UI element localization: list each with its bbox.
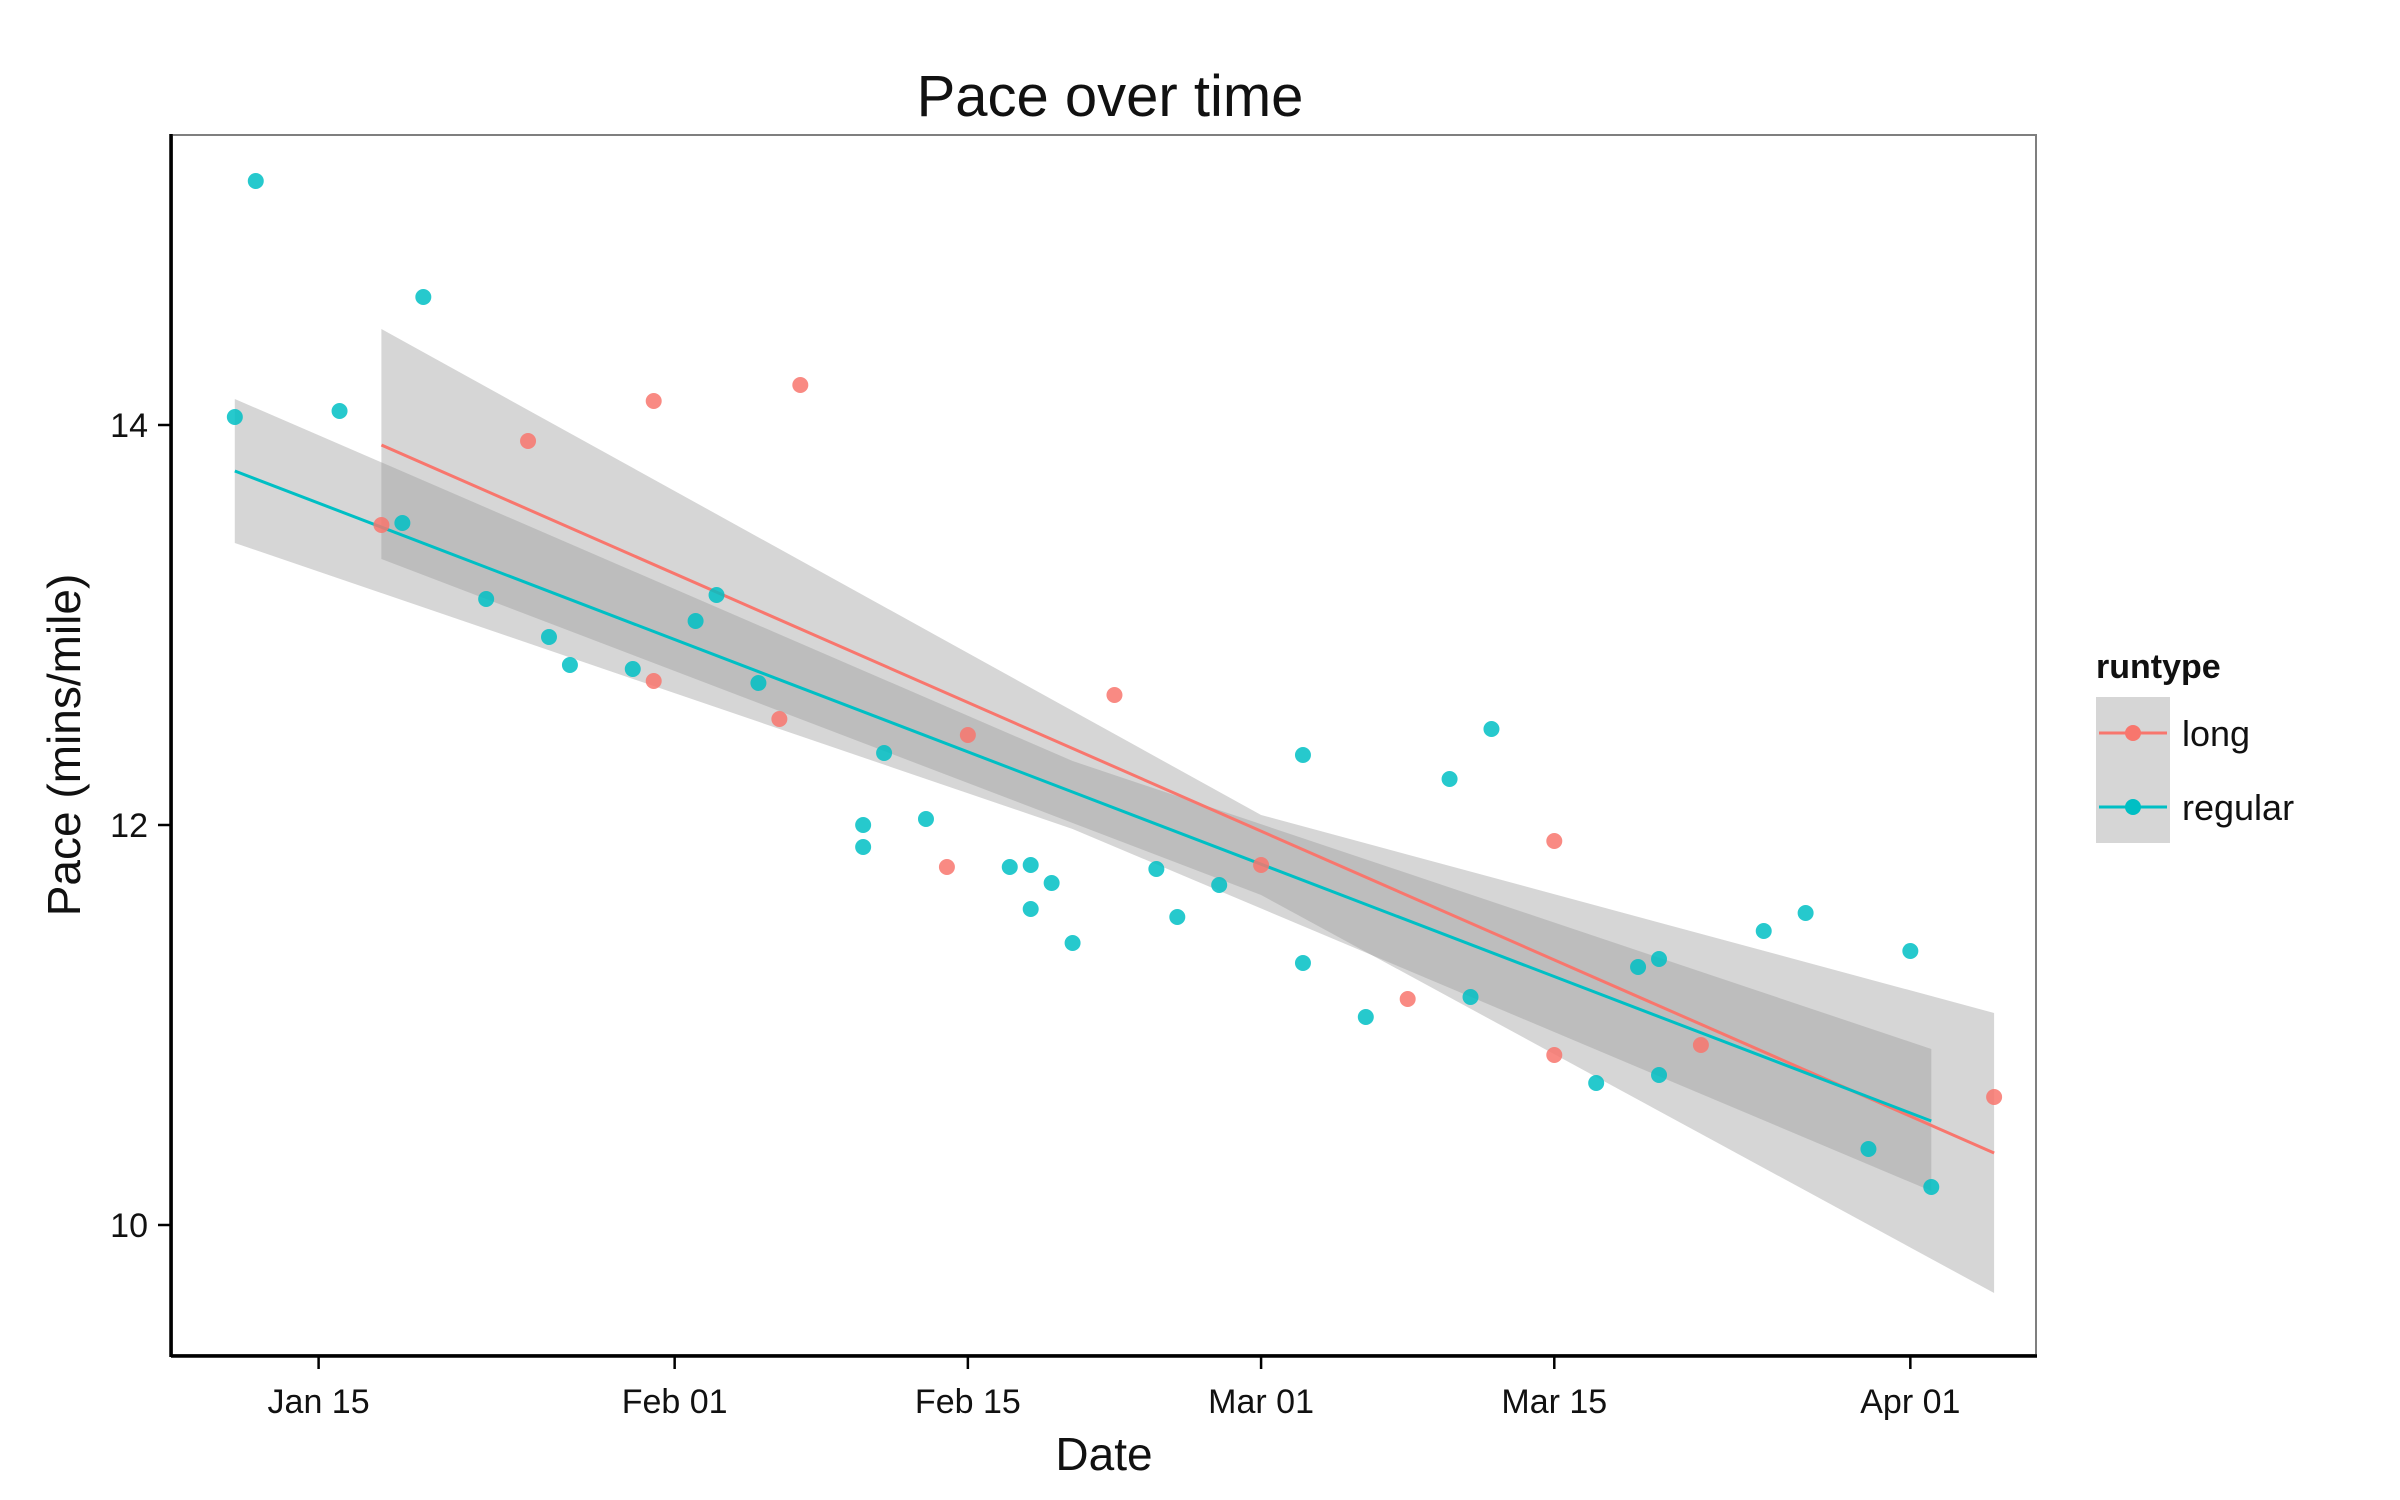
- trend-lines: [234, 443, 1995, 1155]
- y-tick-label: 14: [110, 407, 148, 445]
- data-point-regular: [394, 515, 411, 531]
- y-axis-ticks: 10 12 14: [110, 407, 171, 1245]
- data-point-long: [938, 859, 955, 875]
- data-point-regular: [1294, 747, 1311, 763]
- data-point-regular: [624, 661, 641, 677]
- legend-key-point-regular: [2125, 799, 2141, 815]
- data-point-long: [959, 727, 976, 743]
- data-point-regular: [917, 811, 934, 827]
- data-point-long: [771, 711, 788, 727]
- trend-line-long: [380, 443, 1995, 1155]
- data-point-regular: [687, 613, 704, 629]
- data-point-regular: [1902, 943, 1919, 959]
- x-tick-label: Feb 01: [622, 1383, 728, 1421]
- data-point-regular: [1483, 721, 1500, 737]
- data-point-regular: [561, 657, 578, 673]
- data-point-regular: [1462, 989, 1479, 1005]
- legend-label-long: long: [2182, 713, 2250, 754]
- trend-line-regular: [234, 469, 1932, 1123]
- legend-items: long regular: [2096, 697, 2294, 843]
- data-point-regular: [540, 629, 557, 645]
- data-point-regular: [1022, 901, 1039, 917]
- data-point-long: [1546, 833, 1563, 849]
- legend: runtype long regular: [2096, 648, 2294, 843]
- x-tick-label: Jan 15: [268, 1383, 370, 1421]
- data-point-long: [520, 433, 537, 449]
- data-point-regular: [708, 587, 725, 603]
- x-tick-label: Mar 01: [1208, 1383, 1314, 1421]
- data-point-long: [1399, 991, 1416, 1007]
- data-point-regular: [1148, 861, 1165, 877]
- data-point-long: [1106, 687, 1123, 703]
- data-point-regular: [1797, 905, 1814, 921]
- legend-title: runtype: [2096, 648, 2221, 686]
- data-point-regular: [247, 173, 264, 189]
- confidence-band-long: [381, 329, 1995, 1293]
- data-point-regular: [1169, 909, 1186, 925]
- data-point-regular: [1043, 875, 1060, 891]
- data-points: [226, 173, 2003, 1195]
- data-point-regular: [1630, 959, 1647, 975]
- data-point-long: [1253, 857, 1270, 873]
- data-point-regular: [478, 591, 495, 607]
- data-point-regular: [415, 289, 432, 305]
- y-axis-title: Pace (mins/mile): [38, 574, 90, 917]
- data-point-regular: [1588, 1075, 1605, 1091]
- data-point-regular: [1441, 771, 1458, 787]
- data-point-regular: [750, 675, 767, 691]
- x-axis-ticks: Jan 15 Feb 01 Feb 15 Mar 01 Mar 15 Apr 01: [268, 1356, 1960, 1421]
- data-point-regular: [1001, 859, 1018, 875]
- data-point-regular: [1022, 857, 1039, 873]
- data-point-regular: [1923, 1179, 1940, 1195]
- plot-panel: [172, 135, 2036, 1355]
- data-point-regular: [1860, 1141, 1877, 1157]
- x-tick-label: Feb 15: [915, 1383, 1021, 1421]
- data-point-long: [645, 673, 662, 689]
- data-point-long: [1986, 1089, 2003, 1105]
- data-point-long: [1692, 1037, 1709, 1053]
- data-point-regular: [226, 409, 243, 425]
- data-point-regular: [1294, 955, 1311, 971]
- data-point-regular: [1755, 923, 1772, 939]
- data-point-regular: [855, 817, 872, 833]
- data-point-long: [373, 517, 390, 533]
- data-point-regular: [1211, 877, 1228, 893]
- y-tick-label: 12: [110, 807, 148, 845]
- legend-key-point-long: [2125, 725, 2141, 741]
- data-point-long: [792, 377, 809, 393]
- chart-title: Pace over time: [917, 64, 1304, 129]
- data-point-regular: [1064, 935, 1081, 951]
- data-point-regular: [1651, 1067, 1668, 1083]
- x-tick-label: Mar 15: [1501, 1383, 1607, 1421]
- data-point-regular: [1357, 1009, 1374, 1025]
- data-point-regular: [1651, 951, 1668, 967]
- data-point-long: [645, 393, 662, 409]
- legend-key-background: [2096, 697, 2170, 843]
- x-tick-label: Apr 01: [1860, 1383, 1960, 1421]
- data-point-regular: [876, 745, 893, 761]
- y-tick-label: 10: [110, 1207, 148, 1245]
- x-axis-title: Date: [1055, 1428, 1152, 1480]
- data-point-regular: [855, 839, 872, 855]
- legend-label-regular: regular: [2182, 787, 2294, 828]
- data-point-regular: [331, 403, 348, 419]
- data-point-long: [1546, 1047, 1563, 1063]
